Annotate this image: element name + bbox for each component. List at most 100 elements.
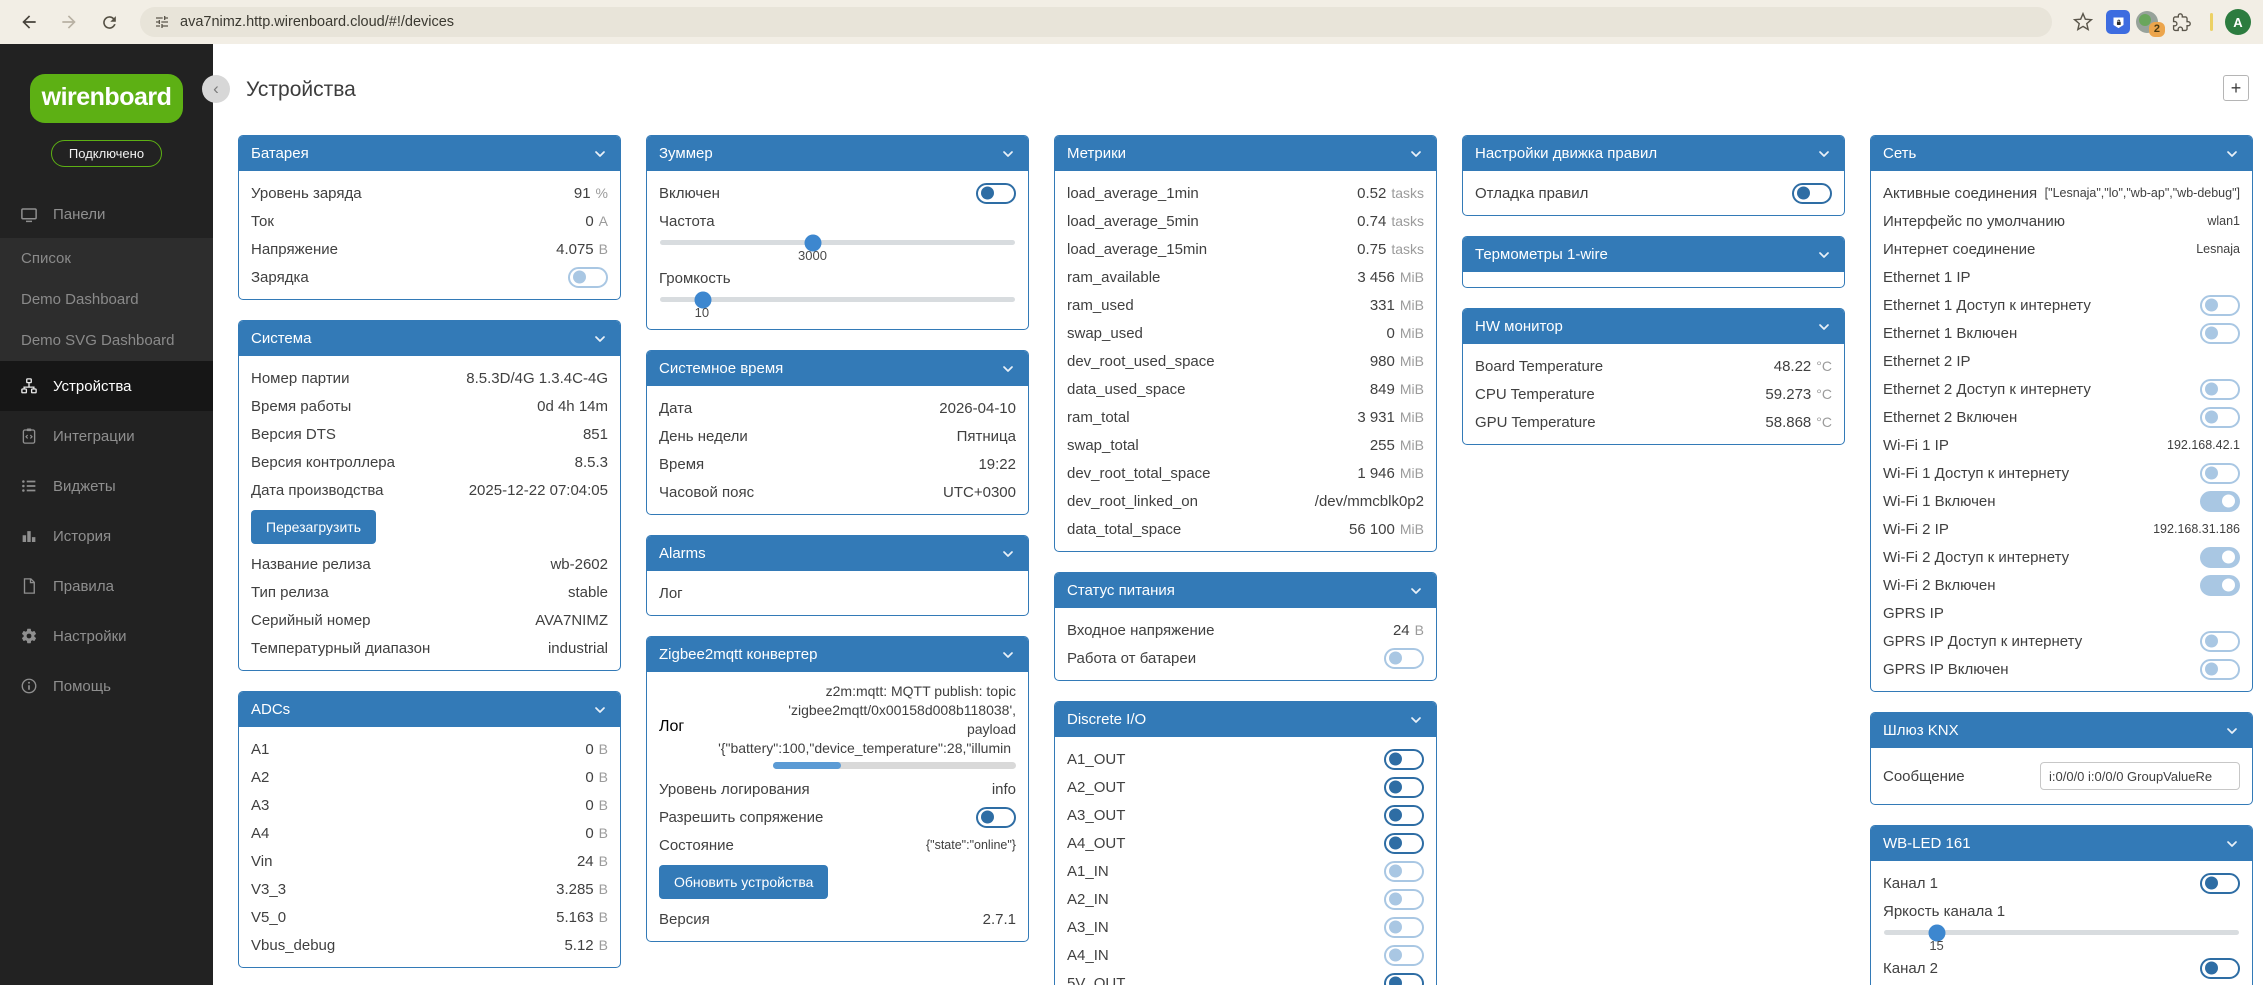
toggle-switch[interactable] xyxy=(568,266,608,288)
toggle-switch[interactable] xyxy=(976,182,1016,204)
slider-thumb[interactable] xyxy=(804,234,822,251)
kv-row: A3 0 В xyxy=(251,791,608,819)
value-unit: В xyxy=(598,908,608,925)
slider-track[interactable] xyxy=(660,291,1015,308)
toggle-switch[interactable] xyxy=(2200,658,2240,680)
toggle-switch[interactable] xyxy=(1384,647,1424,669)
sidebar-item-history[interactable]: История xyxy=(0,511,213,561)
panel-header[interactable]: Зуммер xyxy=(647,136,1028,171)
panel-header[interactable]: Батарея xyxy=(239,136,620,171)
toggle-switch[interactable] xyxy=(1384,972,1424,985)
url-bar[interactable] xyxy=(140,7,2052,37)
toggle-knob xyxy=(1389,808,1402,822)
toggle-switch[interactable] xyxy=(1384,944,1424,966)
window-frame: wirenboard Подключено Панели Список Demo … xyxy=(0,44,2263,985)
panel-title: Настройки движка правил xyxy=(1475,145,1658,162)
value-unit: MiB xyxy=(1399,352,1424,369)
row-label: День недели xyxy=(659,427,748,445)
sidebar-item-rules[interactable]: Правила xyxy=(0,561,213,611)
add-button[interactable]: + xyxy=(2223,75,2249,101)
toggle-switch[interactable] xyxy=(1384,860,1424,882)
sidebar-item-widgets[interactable]: Виджеты xyxy=(0,461,213,511)
back-icon[interactable] xyxy=(12,5,46,39)
kv-row: A2 0 В xyxy=(251,763,608,791)
slider-value-row: 15 xyxy=(1883,936,2240,954)
toggle-switch[interactable] xyxy=(2200,406,2240,428)
toggle-switch[interactable] xyxy=(1384,916,1424,938)
action-button[interactable]: Перезагрузить xyxy=(251,510,376,544)
password-extension-icon[interactable] xyxy=(2106,10,2130,34)
toggle-switch[interactable] xyxy=(1384,888,1424,910)
sidebar-item-panels[interactable]: Панели xyxy=(0,191,213,238)
log-scrollbar[interactable] xyxy=(773,762,1016,769)
sidebar-item-settings[interactable]: Настройки xyxy=(0,611,213,661)
value-unit: °C xyxy=(1816,413,1832,430)
toggle-switch[interactable] xyxy=(1792,182,1832,204)
toggle-switch[interactable] xyxy=(2200,322,2240,344)
panel-header[interactable]: Шлюз KNX xyxy=(1871,713,2252,748)
site-settings-icon[interactable] xyxy=(154,14,170,30)
toggle-switch[interactable] xyxy=(2200,462,2240,484)
panel-header[interactable]: Метрики xyxy=(1055,136,1436,171)
panel-header[interactable]: Zigbee2mqtt конвертер xyxy=(647,637,1028,672)
slider-track[interactable] xyxy=(1884,924,2239,941)
toggle-row: Ethernet 1 Включен xyxy=(1883,319,2240,347)
toggle-switch[interactable] xyxy=(2200,546,2240,568)
panel-title: Батарея xyxy=(251,145,309,162)
toggle-switch[interactable] xyxy=(1384,776,1424,798)
panel-body: Уровень заряда 91% Ток 0 А Напряжение 4.075 В За… xyxy=(239,171,620,299)
url-input[interactable] xyxy=(180,14,2038,30)
profile-avatar[interactable]: A xyxy=(2225,9,2251,35)
toggle-switch[interactable] xyxy=(1384,804,1424,826)
panel-header[interactable]: Системное время xyxy=(647,351,1028,386)
panel-header[interactable]: WB-LED 161 xyxy=(1871,826,2252,861)
log-scrollbar-thumb[interactable] xyxy=(773,762,842,769)
toggle-row: 5V_OUT xyxy=(1067,969,1424,985)
toggle-switch[interactable] xyxy=(2200,574,2240,596)
toggle-switch[interactable] xyxy=(2200,957,2240,979)
page-title: Устройства xyxy=(246,77,356,101)
panel-header[interactable]: Термометры 1-wire xyxy=(1463,237,1844,272)
slider-track[interactable] xyxy=(660,234,1015,251)
slider-thumb[interactable] xyxy=(694,291,712,308)
toggle-switch[interactable] xyxy=(976,806,1016,828)
text-input[interactable] xyxy=(2040,762,2240,790)
extension-with-badge-icon[interactable]: 2 xyxy=(2136,11,2165,37)
reload-icon[interactable] xyxy=(92,5,126,39)
toggle-row: GPRS IP Включен xyxy=(1883,655,2240,683)
kv-row: Состояние {"state":"online"} xyxy=(659,831,1016,859)
toggle-switch[interactable] xyxy=(2200,378,2240,400)
toggle-switch[interactable] xyxy=(2200,630,2240,652)
chevron-down-icon xyxy=(2224,836,2240,852)
panel-header[interactable]: Сеть xyxy=(1871,136,2252,171)
sidebar-item-help[interactable]: Помощь xyxy=(0,661,213,711)
forward-icon[interactable] xyxy=(52,5,86,39)
extensions-puzzle-icon[interactable] xyxy=(2164,5,2198,39)
panel-header[interactable]: Настройки движка правил xyxy=(1463,136,1844,171)
panel-header[interactable]: Система xyxy=(239,321,620,356)
panel-header[interactable]: Alarms xyxy=(647,536,1028,571)
action-button[interactable]: Обновить устройства xyxy=(659,865,829,899)
panel-header[interactable]: ADCs xyxy=(239,692,620,727)
collapse-sidebar-button[interactable]: ‹ xyxy=(202,75,230,103)
panel-header[interactable]: HW монитор xyxy=(1463,309,1844,344)
toggle-switch[interactable] xyxy=(2200,490,2240,512)
kv-row: data_total_space 56 100 MiB xyxy=(1067,515,1424,543)
bookmark-star-icon[interactable] xyxy=(2066,5,2100,39)
toggle-switch[interactable] xyxy=(1384,832,1424,854)
sidebar-dashboard-link[interactable]: Список xyxy=(21,250,71,267)
slider-thumb[interactable] xyxy=(1928,924,1946,941)
panel-header[interactable]: Discrete I/O xyxy=(1055,702,1436,737)
panel-header[interactable]: Статус питания xyxy=(1055,573,1436,608)
sidebar-dashboard-link[interactable]: Demo SVG Dashboard xyxy=(21,332,175,349)
row-label: load_average_5min xyxy=(1067,212,1199,230)
value-text: 3.285 xyxy=(556,880,594,898)
sidebar-item-integrations[interactable]: Интеграции xyxy=(0,411,213,461)
toggle-switch[interactable] xyxy=(2200,294,2240,316)
row-value: industrial xyxy=(548,640,608,657)
toggle-switch[interactable] xyxy=(2200,872,2240,894)
toggle-switch[interactable] xyxy=(1384,748,1424,770)
sidebar-dashboard-link[interactable]: Demo Dashboard xyxy=(21,291,139,308)
value-unit: В xyxy=(598,796,608,813)
sidebar-item-devices[interactable]: Устройства xyxy=(0,361,213,411)
